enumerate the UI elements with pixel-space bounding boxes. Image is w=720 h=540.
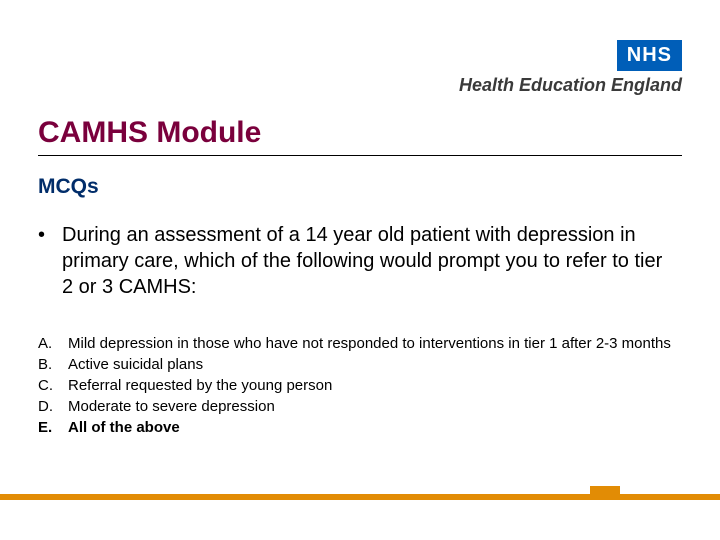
bullet-icon: • bbox=[38, 222, 62, 300]
footer-notch bbox=[590, 486, 620, 500]
option-text: Mild depression in those who have not re… bbox=[68, 334, 671, 354]
nhs-logo: NHS bbox=[617, 40, 682, 71]
slide: NHS Health Education England CAMHS Modul… bbox=[0, 0, 720, 540]
option-row: D.Moderate to severe depression bbox=[38, 397, 672, 417]
option-label: E. bbox=[38, 418, 68, 438]
logo-block: NHS Health Education England bbox=[459, 40, 682, 96]
option-row: C.Referral requested by the young person bbox=[38, 376, 672, 396]
page-title: CAMHS Module bbox=[38, 116, 261, 150]
option-text: All of the above bbox=[68, 418, 180, 438]
option-text: Referral requested by the young person bbox=[68, 376, 332, 396]
option-label: A. bbox=[38, 334, 68, 354]
option-text: Moderate to severe depression bbox=[68, 397, 275, 417]
option-row: A.Mild depression in those who have not … bbox=[38, 334, 672, 354]
options-list: A.Mild depression in those who have not … bbox=[38, 334, 672, 439]
subtitle: MCQs bbox=[38, 175, 99, 199]
option-label: B. bbox=[38, 355, 68, 375]
question-row: • During an assessment of a 14 year old … bbox=[38, 222, 672, 300]
option-label: D. bbox=[38, 397, 68, 417]
option-row: E.All of the above bbox=[38, 418, 672, 438]
question-block: • During an assessment of a 14 year old … bbox=[38, 222, 672, 300]
title-rule bbox=[38, 155, 682, 156]
option-label: C. bbox=[38, 376, 68, 396]
question-text: During an assessment of a 14 year old pa… bbox=[62, 222, 672, 300]
option-text: Active suicidal plans bbox=[68, 355, 203, 375]
hee-text: Health Education England bbox=[459, 75, 682, 96]
option-row: B.Active suicidal plans bbox=[38, 355, 672, 375]
